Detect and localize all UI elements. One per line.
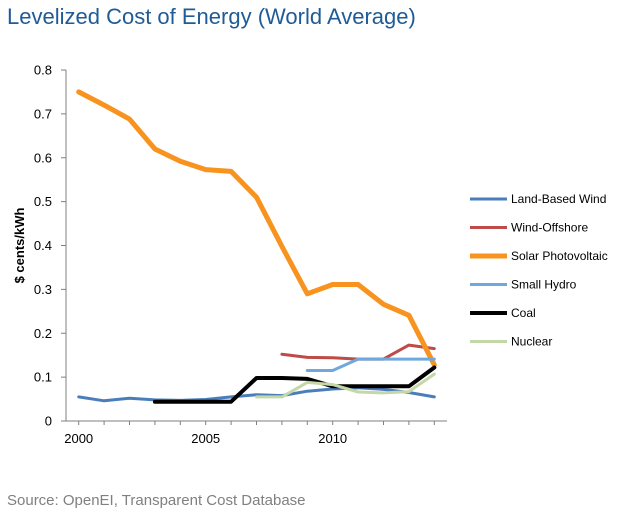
series-line-coal xyxy=(152,365,437,404)
y-tick-label: 0.4 xyxy=(34,238,52,253)
series-line-solar-photovoltaic xyxy=(76,89,437,368)
chart-title: Levelized Cost of Energy (World Average) xyxy=(7,4,416,29)
x-tick-label: 2000 xyxy=(64,431,93,446)
series-line-nuclear xyxy=(255,372,436,399)
legend-label: Solar Photovoltaic xyxy=(511,249,608,263)
y-axis-label: $ cents/kWh xyxy=(12,208,27,284)
y-tick-label: 0.5 xyxy=(34,194,52,209)
legend-label: Wind-Offshore xyxy=(511,221,588,235)
legend-label: Small Hydro xyxy=(511,278,577,292)
y-tick-label: 0.1 xyxy=(34,370,52,385)
x-tick-label: 2010 xyxy=(318,431,347,446)
y-tick-label: 0.2 xyxy=(34,326,52,341)
y-tick-label: 0 xyxy=(45,414,52,429)
y-tick-label: 0.7 xyxy=(34,106,52,121)
x-tick-label: 2005 xyxy=(191,431,220,446)
axes: 0 0.1 0.2 0.3 0.4 0.5 0.6 0.7 0.8 2000 2005 2010 $ c… xyxy=(12,63,447,446)
y-tick-label: 0.6 xyxy=(34,150,52,165)
legend-label: Nuclear xyxy=(511,335,552,349)
legend: Land-Based Wind Wind-Offshore Solar Photov… xyxy=(470,192,608,349)
legend-label: Land-Based Wind xyxy=(511,192,606,206)
y-tick-label: 0.8 xyxy=(34,63,52,78)
legend-label: Coal xyxy=(511,306,536,320)
series-lines xyxy=(76,89,437,404)
series-line-land-based-wind xyxy=(77,386,436,403)
series-line-small-hydro xyxy=(305,357,436,372)
source-note: Source: OpenEI, Transparent Cost Databas… xyxy=(7,492,306,509)
y-tick-label: 0.3 xyxy=(34,282,52,297)
series-line-wind-offshore xyxy=(280,343,436,361)
